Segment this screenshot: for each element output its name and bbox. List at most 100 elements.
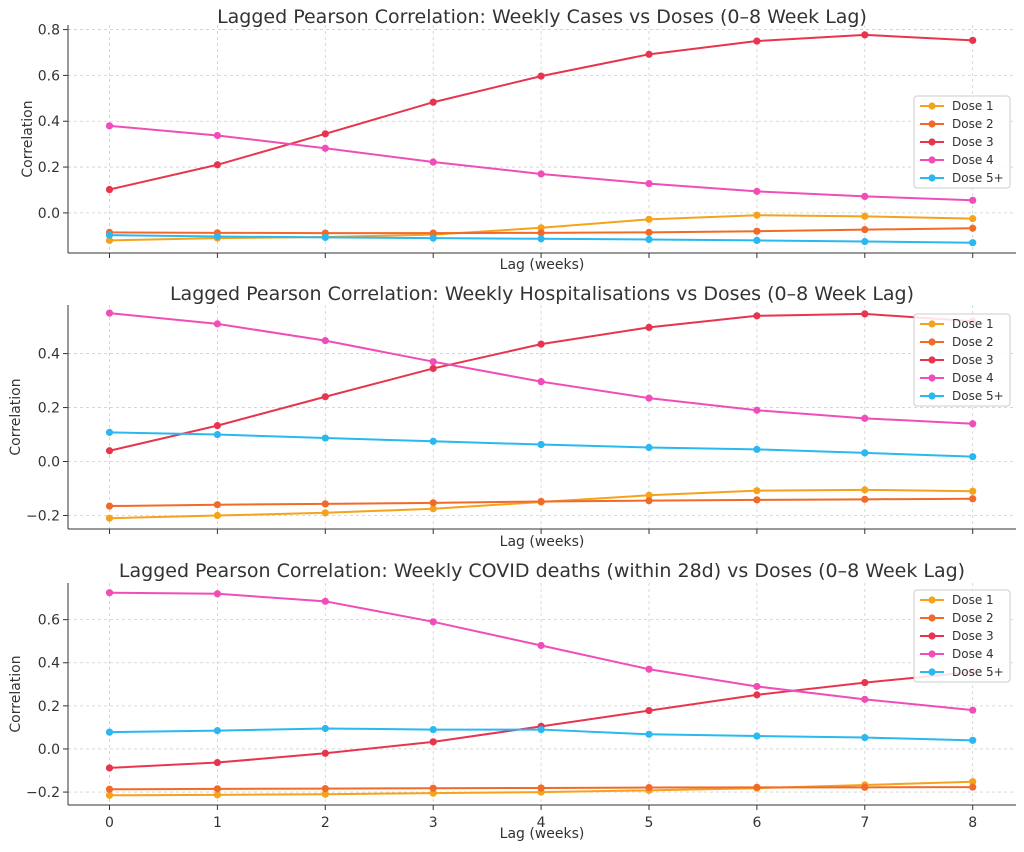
data-point-dose-3 [753,312,760,319]
y-tick-label: 0.0 [38,742,60,758]
data-point-dose-5 [645,444,652,451]
legend-swatch-marker [928,138,935,145]
y-tick-label: 0.2 [38,160,60,176]
legend-label: Dose 5+ [952,389,1004,403]
data-point-dose-4 [214,132,221,139]
data-point-dose-5 [861,238,868,245]
legend-label: Dose 5+ [952,665,1004,679]
data-point-dose-2 [753,228,760,235]
y-tick-label: −0.2 [26,785,60,801]
data-point-dose-4 [322,337,329,344]
data-point-dose-2 [753,784,760,791]
data-point-dose-3 [969,37,976,44]
legend-label: Dose 4 [952,371,994,385]
data-point-dose-2 [322,785,329,792]
legend-swatch-marker [928,356,935,363]
legend-swatch-marker [928,632,935,639]
legend-swatch-marker [928,614,935,621]
legend-swatch-marker [928,338,935,345]
data-point-dose-3 [645,324,652,331]
figure: 0.00.20.40.60.8Lagged Pearson Correlatio… [0,0,1024,852]
data-point-dose-4 [969,420,976,427]
data-point-dose-4 [322,145,329,152]
x-tick-label: 6 [752,815,761,831]
data-point-dose-5 [645,236,652,243]
data-point-dose-3 [322,393,329,400]
y-axis-label: Correlation [8,655,24,732]
legend-label: Dose 2 [952,117,994,131]
data-point-dose-2 [214,501,221,508]
x-axis-label: Lag (weeks) [500,534,585,550]
data-point-dose-4 [645,180,652,187]
legend: Dose 1 Dose 2 Dose 3 Dose 4 Dose 5+ [914,96,1010,188]
x-tick-label: 1 [213,815,222,831]
data-point-dose-4 [538,642,545,649]
data-point-dose-5 [430,235,437,242]
data-point-dose-3 [538,341,545,348]
y-tick-label: 0.6 [38,613,60,629]
data-point-dose-3 [214,422,221,429]
legend-label: Dose 1 [952,593,994,607]
y-tick-label: −0.2 [26,509,60,525]
data-point-dose-2 [969,225,976,232]
data-point-dose-1 [753,212,760,219]
data-point-dose-2 [645,784,652,791]
data-point-dose-2 [969,784,976,791]
legend-swatch-marker [928,120,935,127]
x-axis-label: Lag (weeks) [500,257,585,273]
legend-label: Dose 3 [952,135,994,149]
legend-label: Dose 1 [952,317,994,331]
x-tick-label: 7 [860,815,869,831]
data-point-dose-4 [538,170,545,177]
data-point-dose-5 [322,725,329,732]
data-point-dose-2 [430,499,437,506]
data-point-dose-5 [753,446,760,453]
chart-title: Lagged Pearson Correlation: Weekly Hospi… [170,283,914,305]
data-point-dose-3 [753,691,760,698]
data-point-dose-4 [430,158,437,165]
data-point-dose-4 [430,358,437,365]
data-point-dose-3 [861,31,868,38]
data-point-dose-4 [753,407,760,414]
data-point-dose-4 [753,188,760,195]
data-point-dose-5 [214,727,221,734]
legend-swatch-marker [928,392,935,399]
data-point-dose-3 [430,365,437,372]
data-point-dose-3 [106,186,113,193]
data-point-dose-4 [214,320,221,327]
data-point-dose-2 [645,497,652,504]
legend-label: Dose 4 [952,153,994,167]
data-point-dose-4 [861,696,868,703]
data-point-dose-3 [538,72,545,79]
data-point-dose-2 [538,498,545,505]
legend-swatch-marker [928,156,935,163]
legend-label: Dose 4 [952,647,994,661]
data-point-dose-5 [538,235,545,242]
data-point-dose-5 [214,431,221,438]
legend-swatch-marker [928,668,935,675]
data-point-dose-3 [645,51,652,58]
data-point-dose-2 [861,226,868,233]
data-point-dose-4 [106,309,113,316]
y-tick-label: 0.6 [38,68,60,84]
data-point-dose-4 [322,598,329,605]
data-point-dose-4 [214,590,221,597]
x-tick-label: 3 [429,815,438,831]
y-axis-label: Correlation [8,378,24,455]
data-point-dose-1 [645,216,652,223]
data-point-dose-4 [645,395,652,402]
data-point-dose-2 [969,495,976,502]
data-point-dose-3 [322,750,329,757]
data-point-dose-5 [861,734,868,741]
data-point-dose-4 [106,589,113,596]
data-point-dose-1 [214,512,221,519]
data-point-dose-4 [645,666,652,673]
data-point-dose-4 [430,618,437,625]
data-point-dose-3 [106,764,113,771]
data-point-dose-3 [645,707,652,714]
data-point-dose-3 [430,738,437,745]
legend-swatch-marker [928,102,935,109]
data-point-dose-4 [861,193,868,200]
data-point-dose-5 [430,438,437,445]
data-point-dose-4 [753,683,760,690]
